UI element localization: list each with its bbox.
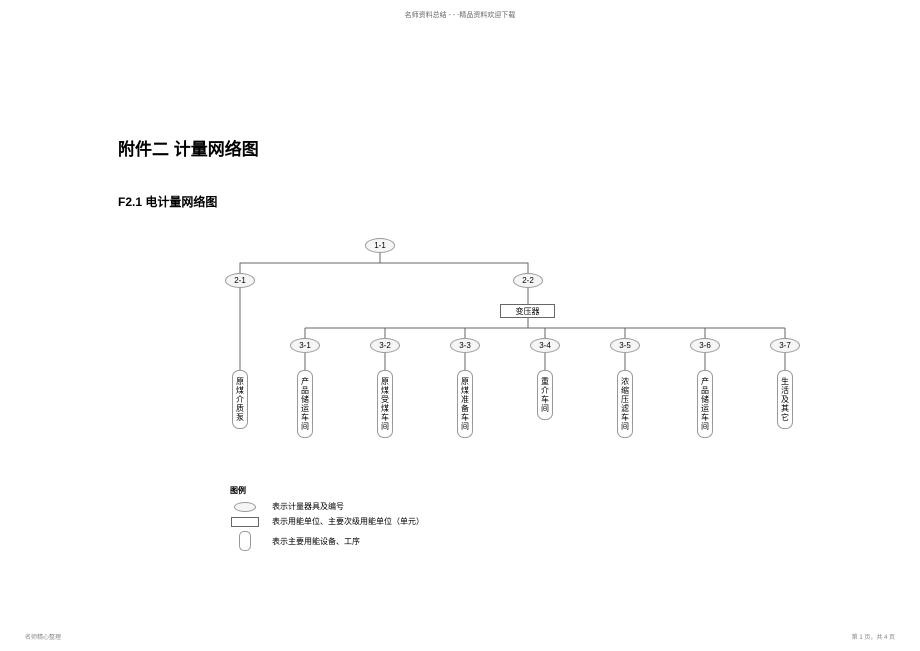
- page-title: 附件二 计量网络图: [118, 135, 259, 160]
- node-n3_2: 3-2: [370, 338, 400, 353]
- node-v0: 原煤介质泵: [232, 370, 248, 429]
- node-v5: 浓缩压滤车间: [617, 370, 633, 438]
- node-v7: 生活及其它: [777, 370, 793, 429]
- node-n3_1: 3-1: [290, 338, 320, 353]
- legend-row: 表示计量器具及编号: [230, 501, 424, 512]
- node-n3_3: 3-3: [450, 338, 480, 353]
- node-v4: 重介车间: [537, 370, 553, 420]
- legend-row: 表示主要用能设备、工序: [230, 531, 424, 551]
- connector: [240, 253, 380, 273]
- node-n3_7: 3-7: [770, 338, 800, 353]
- legend-text: 表示计量器具及编号: [272, 501, 344, 512]
- node-v6: 产品储运车间: [697, 370, 713, 438]
- page-header-text: 名师资料总结 - - -精品资料欢迎下载: [405, 10, 516, 20]
- node-v2: 原煤受煤车间: [377, 370, 393, 438]
- diagram-connectors: [180, 230, 820, 480]
- legend-text: 表示主要用能设备、工序: [272, 536, 360, 547]
- node-n2_1: 2-1: [225, 273, 255, 288]
- node-n2_2: 2-2: [513, 273, 543, 288]
- legend-icon-rect: [230, 517, 260, 527]
- footer-right: 第 1 页，共 4 页: [852, 632, 895, 641]
- legend-title: 图例: [230, 485, 424, 496]
- network-diagram: 1-1 2-1 2-2 变压器 3-1 3-2 3-3 3-4 3-5 3-6 3-7 原煤介质泵 产品…: [180, 230, 820, 480]
- legend: 图例 表示计量器具及编号表示用能单位、主要次级用能单位（单元） 表示主要用能设备、…: [230, 485, 424, 555]
- legend-text: 表示用能单位、主要次级用能单位（单元）: [272, 516, 424, 527]
- node-n3_4: 3-4: [530, 338, 560, 353]
- legend-icon-ellipse: [230, 502, 260, 512]
- footer-left: 名师精心整理: [25, 632, 61, 641]
- node-v1: 产品储运车间: [297, 370, 313, 438]
- section-subtitle: F2.1 电计量网络图: [118, 193, 217, 210]
- connector: [380, 253, 528, 273]
- node-n3_6: 3-6: [690, 338, 720, 353]
- node-n3_5: 3-5: [610, 338, 640, 353]
- legend-row: 表示用能单位、主要次级用能单位（单元）: [230, 516, 424, 527]
- legend-items: 表示计量器具及编号表示用能单位、主要次级用能单位（单元） 表示主要用能设备、工序: [230, 501, 424, 551]
- node-v3: 原煤准备车间: [457, 370, 473, 438]
- node-trans: 变压器: [500, 304, 555, 318]
- legend-icon-vbox: [230, 531, 260, 551]
- node-n1_1: 1-1: [365, 238, 395, 253]
